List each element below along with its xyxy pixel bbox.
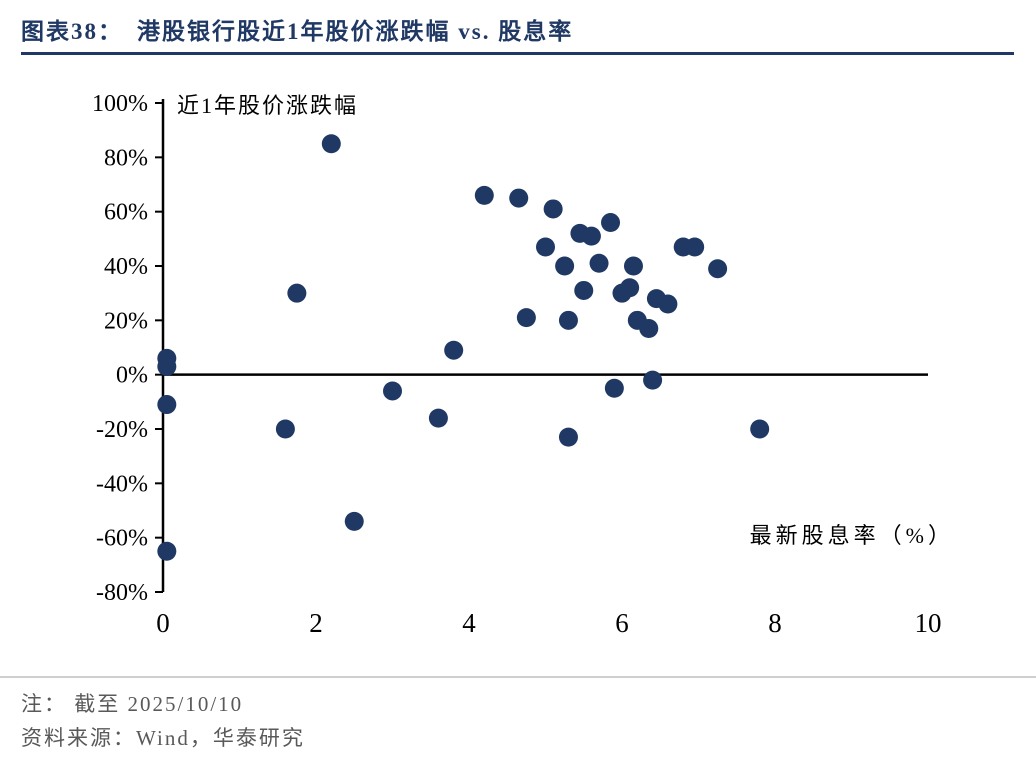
scatter-chart-svg: 100% 80% 60% 40% 20% 0% -20% -40% -60% -80% 0 2 4 6 8 1… — [92, 91, 954, 638]
y-axis-title: 近1年股价涨跌幅 — [177, 93, 358, 118]
y-tick-label: -20% — [96, 417, 148, 443]
data-point — [157, 395, 177, 415]
data-point — [604, 378, 624, 398]
y-tick-label: 80% — [104, 145, 148, 171]
data-point — [589, 253, 609, 273]
data-point — [658, 294, 678, 314]
figure-header: 图表38： 港股银行股近1年股价涨跌幅 vs. 股息率 — [21, 12, 1014, 46]
data-point — [536, 237, 555, 257]
scatter-chart: 100% 80% 60% 40% 20% 0% -20% -40% -60% -80% 0 2 4 6 8 1… — [0, 60, 1036, 660]
data-point — [555, 256, 575, 276]
x-tick-label: 0 — [156, 608, 170, 638]
figure-number-label: 图表38： — [21, 19, 123, 44]
chart-note: 注： 截至 2025/10/10 — [21, 692, 244, 716]
y-tick-label: 100% — [92, 91, 148, 117]
y-tick-label: 60% — [104, 200, 148, 226]
data-point — [558, 427, 578, 447]
data-point — [516, 308, 536, 328]
data-point — [428, 408, 448, 428]
data-point — [383, 381, 402, 401]
figure-title: 图表38： 港股银行股近1年股价涨跌幅 vs. 股息率 — [21, 12, 1014, 46]
y-tick-label: -60% — [96, 526, 148, 552]
data-point — [321, 134, 341, 154]
x-tick-label: 2 — [309, 608, 323, 638]
figure-title-text: 港股银行股近1年股价涨跌幅 vs. 股息率 — [137, 19, 574, 44]
data-point — [275, 419, 295, 439]
data-point — [601, 213, 621, 233]
y-tick-label: 40% — [104, 254, 148, 280]
x-tick-label: 8 — [768, 608, 782, 638]
x-tick-label: 6 — [615, 608, 629, 638]
data-point — [643, 370, 663, 390]
data-point — [543, 199, 563, 219]
x-axis-title: 最新股息率（%） — [750, 523, 954, 548]
data-point — [509, 188, 529, 208]
data-point — [685, 237, 705, 257]
data-point — [623, 256, 643, 276]
data-point — [574, 280, 594, 300]
data-point — [344, 511, 364, 531]
data-point — [620, 278, 640, 298]
data-point — [581, 226, 601, 246]
data-point — [750, 419, 770, 439]
data-point — [708, 259, 728, 279]
data-point — [444, 340, 464, 360]
x-tick-label: 10 — [915, 608, 942, 638]
data-point — [287, 283, 307, 303]
title-divider — [21, 52, 1014, 55]
data-point — [558, 310, 578, 330]
x-tick-label: 4 — [462, 608, 476, 638]
data-point — [157, 541, 177, 561]
data-point — [157, 357, 177, 377]
y-tick-label: -40% — [96, 471, 148, 497]
y-tick-label: 20% — [104, 308, 148, 334]
footer-divider — [0, 676, 1036, 678]
y-tick-label: -80% — [96, 580, 148, 606]
chart-source: 资料来源：Wind，华泰研究 — [21, 726, 305, 750]
y-tick-label: 0% — [116, 363, 148, 389]
data-point — [639, 318, 659, 338]
data-point — [474, 185, 494, 205]
